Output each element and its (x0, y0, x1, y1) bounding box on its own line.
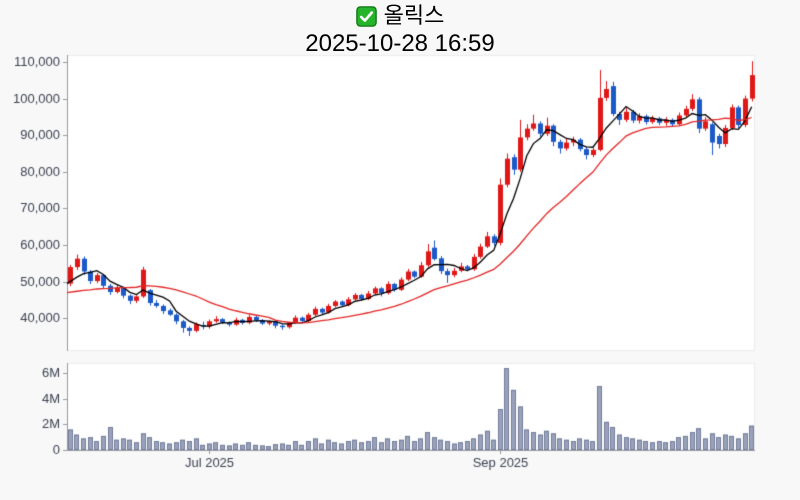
verified-check-icon (355, 5, 377, 27)
chart-header: 올릭스 2025-10-28 16:59 (0, 0, 800, 58)
chart-title-row: 올릭스 (0, 2, 800, 30)
chart-datetime: 2025-10-28 16:59 (305, 30, 495, 57)
stock-name-title: 올릭스 (383, 3, 445, 28)
